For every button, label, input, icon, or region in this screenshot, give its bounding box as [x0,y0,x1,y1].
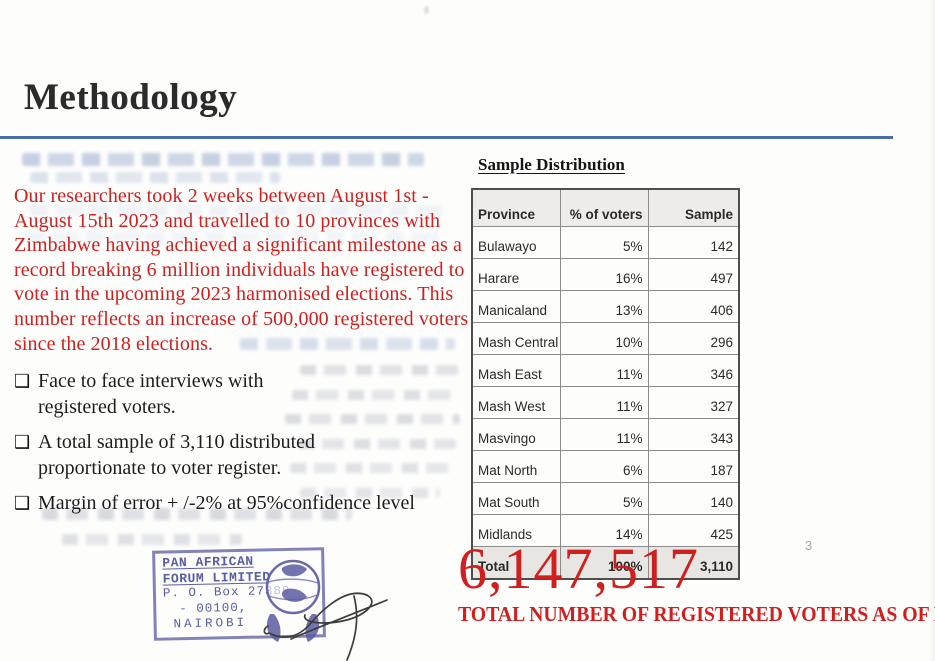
checkbox-bullet-icon: ❑ [14,371,31,391]
bullet-list: ❑ Face to face interviews with registere… [14,368,474,525]
cell-pct-voters: 6% [559,450,649,483]
table-heading: Sample Distribution [478,155,625,174]
cell-sample: 296 [647,322,740,355]
cell-province: Harare [471,258,561,291]
methodology-paragraph: Our researchers took 2 weeks between Aug… [14,185,469,355]
cell-province: Mat North [471,450,561,483]
cell-sample: 140 [647,482,740,515]
cell-pct-voters: 5% [559,482,649,515]
col-header-province: Province [471,188,561,227]
scan-speck [424,6,429,14]
cell-pct-voters: 16% [559,258,649,291]
bleed-through-smudge [300,488,440,498]
cell-pct-voters: 11% [559,418,649,451]
bleed-through-smudge [62,534,242,545]
col-header-pct-voters: % of voters [559,188,649,227]
table-row: Masvingo 11% 343 [471,418,740,451]
cell-province: Bulawayo [471,226,561,259]
cell-sample: 425 [647,514,740,547]
bleed-through-smudge [285,414,460,424]
cell-province: Mash West [471,386,561,419]
checkbox-bullet-icon: ❑ [14,432,31,452]
bullet-item: ❑ Margin of error + /-2% at 95%confidenc… [14,490,474,516]
cell-province: Manicaland [471,290,561,323]
table-row: Harare 16% 497 [471,258,740,291]
table-row: Mash Central 10% 296 [471,322,740,355]
total-voters-caption: TOTAL NUMBER OF REGISTERED VOTERS AS OF … [458,602,935,626]
table-row: Mat South 5% 140 [471,482,740,515]
cell-pct-voters: 11% [559,386,649,419]
bleed-through-smudge [22,153,424,166]
cell-sample: 187 [647,450,740,483]
cell-sample: 497 [647,258,740,291]
total-voters-number: 6,147,517 [458,536,699,601]
bullet-item-text: Margin of error + /-2% at 95%confidence … [38,492,415,514]
table-row: Manicaland 13% 406 [471,290,740,323]
cell-pct-voters: 13% [559,290,649,323]
bullet-item-text: A total sample of 3,110 distributed prop… [38,431,316,479]
col-header-sample: Sample [647,188,740,227]
cell-province: Mash East [471,354,561,387]
title-rule [0,136,893,139]
bleed-through-smudge [290,463,458,473]
cell-pct-voters: 5% [559,226,649,259]
cell-total-sample: 3,110 [647,546,740,580]
table-row: Mash West 11% 327 [471,386,740,419]
bleed-through-smudge [42,508,352,520]
cell-province: Midlands [471,514,561,547]
total-row: Total 100% 3,110 [471,546,740,580]
bleed-through-smudge [298,439,456,449]
page-number: 3 [805,538,813,553]
cell-sample: 346 [647,354,740,387]
sample-distribution-table: Province % of voters Sample Bulawayo 5% … [471,188,740,580]
cell-province: Masvingo [471,418,561,451]
cell-total-pct: 100% [559,546,649,580]
cell-province: Mat South [471,482,561,515]
bleed-through-smudge [30,172,280,183]
table-row: Bulawayo 5% 142 [471,226,740,259]
bleed-through-smudge [240,338,455,350]
page-title: Methodology [24,77,238,118]
bleed-through-smudge [292,390,460,400]
bleed-through-smudge [26,232,446,243]
cell-sample: 406 [647,290,740,323]
globe-icon [265,559,321,642]
bullet-item: ❑ A total sample of 3,110 distributed pr… [14,429,474,481]
cell-sample: 327 [647,386,740,419]
cell-pct-voters: 10% [559,322,649,355]
table-row: Midlands 14% 425 [471,514,740,547]
table-row: Mash East 11% 346 [471,354,740,387]
cell-pct-voters: 11% [559,354,649,387]
table-header: Province % of voters Sample [471,188,740,227]
bullet-item-text: Face to face interviews with registered … [38,370,264,418]
table-row: Mat North 6% 187 [471,450,740,483]
cell-total-label: Total [471,546,561,580]
bleed-through-smudge [300,365,460,375]
cell-sample: 142 [647,226,740,259]
cell-sample: 343 [647,418,740,451]
cell-province: Mash Central [471,322,561,355]
checkbox-bullet-icon: ❑ [14,493,31,513]
bullet-item: ❑ Face to face interviews with registere… [14,368,474,420]
table-body: Bulawayo 5% 142 Harare 16% 497 Manicalan… [471,226,740,547]
bleed-through-smudge [30,205,450,216]
